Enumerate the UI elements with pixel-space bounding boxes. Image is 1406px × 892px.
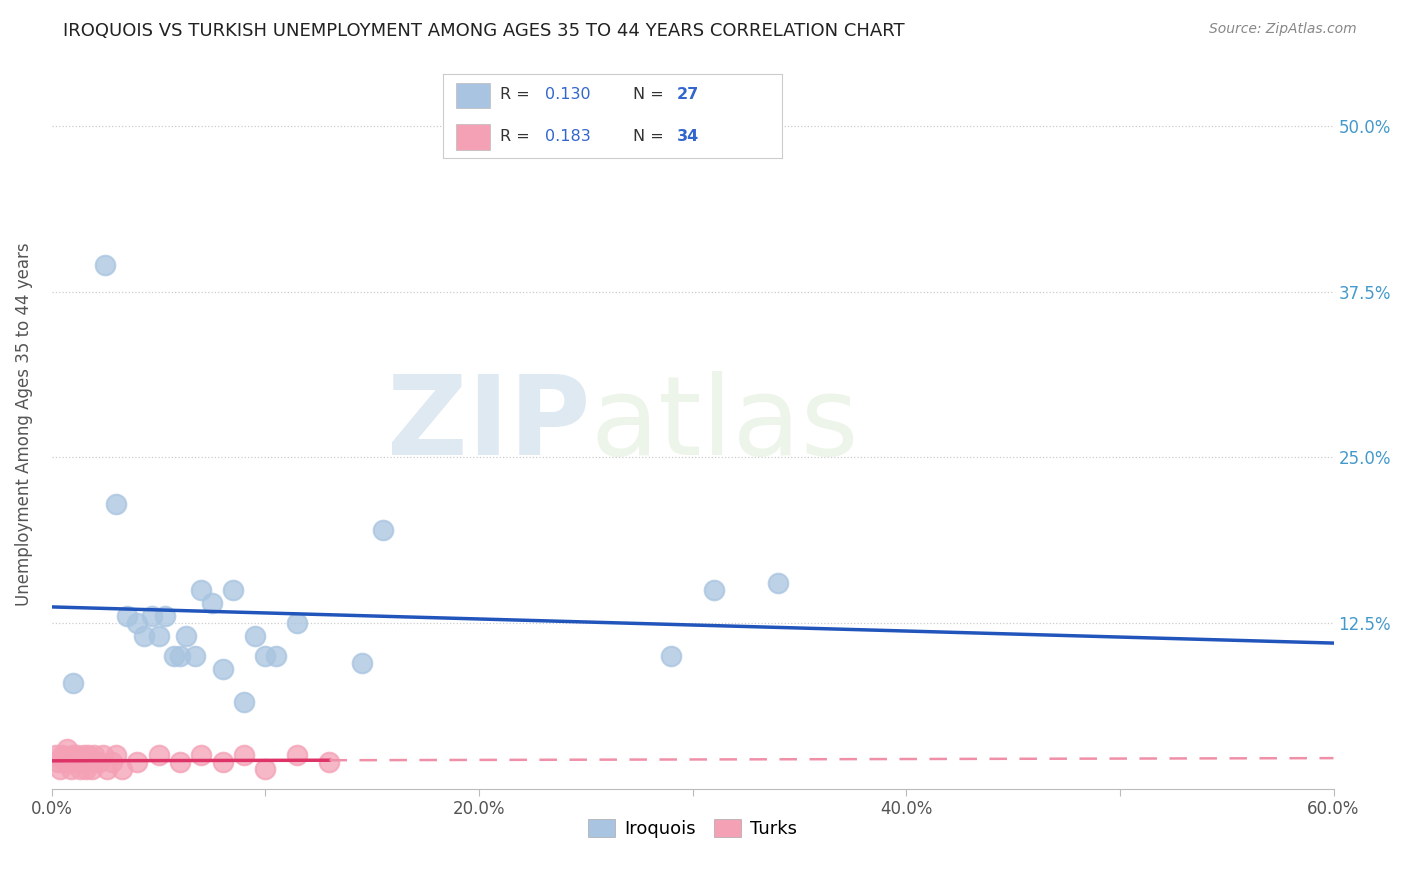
Point bbox=[132, 629, 155, 643]
Point bbox=[59, 762, 82, 776]
Point bbox=[243, 629, 266, 643]
Point bbox=[350, 656, 373, 670]
Point bbox=[703, 582, 725, 597]
Point bbox=[62, 675, 84, 690]
Point bbox=[82, 762, 104, 776]
Point bbox=[115, 609, 138, 624]
Point bbox=[169, 755, 191, 769]
Point bbox=[58, 755, 80, 769]
Point bbox=[148, 629, 170, 643]
Point bbox=[176, 629, 198, 643]
Point bbox=[766, 576, 789, 591]
Point bbox=[201, 596, 224, 610]
Point bbox=[69, 762, 91, 776]
Point bbox=[190, 748, 212, 763]
Point bbox=[87, 755, 110, 769]
Point bbox=[184, 648, 207, 663]
Point bbox=[233, 695, 256, 709]
Point bbox=[77, 748, 100, 763]
Point bbox=[53, 755, 76, 769]
Point bbox=[46, 755, 69, 769]
Point bbox=[153, 609, 176, 624]
Point bbox=[49, 762, 72, 776]
Point bbox=[287, 748, 309, 763]
Point bbox=[94, 258, 117, 272]
Point bbox=[287, 615, 309, 630]
Point bbox=[659, 648, 682, 663]
Point bbox=[104, 748, 127, 763]
Point bbox=[96, 762, 118, 776]
Point bbox=[70, 755, 93, 769]
Point bbox=[100, 755, 122, 769]
Point bbox=[79, 755, 101, 769]
Text: ZIP: ZIP bbox=[387, 370, 591, 477]
Point bbox=[66, 748, 89, 763]
Y-axis label: Unemployment Among Ages 35 to 44 years: Unemployment Among Ages 35 to 44 years bbox=[15, 243, 32, 606]
Point bbox=[141, 609, 163, 624]
Point bbox=[91, 748, 114, 763]
Point bbox=[318, 755, 340, 769]
Point bbox=[254, 762, 277, 776]
Point bbox=[127, 615, 149, 630]
Point bbox=[162, 648, 184, 663]
Point bbox=[233, 748, 256, 763]
Point bbox=[148, 748, 170, 763]
Point bbox=[371, 523, 394, 537]
Point bbox=[222, 582, 245, 597]
Legend: Iroquois, Turks: Iroquois, Turks bbox=[581, 812, 804, 845]
Point bbox=[264, 648, 287, 663]
Point bbox=[111, 762, 134, 776]
Point bbox=[104, 497, 127, 511]
Point bbox=[75, 762, 97, 776]
Point bbox=[83, 748, 105, 763]
Point bbox=[254, 648, 277, 663]
Point bbox=[211, 755, 233, 769]
Text: Source: ZipAtlas.com: Source: ZipAtlas.com bbox=[1209, 22, 1357, 37]
Point bbox=[55, 741, 77, 756]
Point bbox=[211, 662, 233, 676]
Point bbox=[45, 748, 67, 763]
Point bbox=[190, 582, 212, 597]
Text: atlas: atlas bbox=[591, 370, 859, 477]
Text: IROQUOIS VS TURKISH UNEMPLOYMENT AMONG AGES 35 TO 44 YEARS CORRELATION CHART: IROQUOIS VS TURKISH UNEMPLOYMENT AMONG A… bbox=[63, 22, 905, 40]
Point bbox=[65, 755, 87, 769]
Point bbox=[51, 748, 73, 763]
Point bbox=[127, 755, 149, 769]
Point bbox=[62, 748, 84, 763]
Point bbox=[73, 748, 96, 763]
Point bbox=[169, 648, 191, 663]
